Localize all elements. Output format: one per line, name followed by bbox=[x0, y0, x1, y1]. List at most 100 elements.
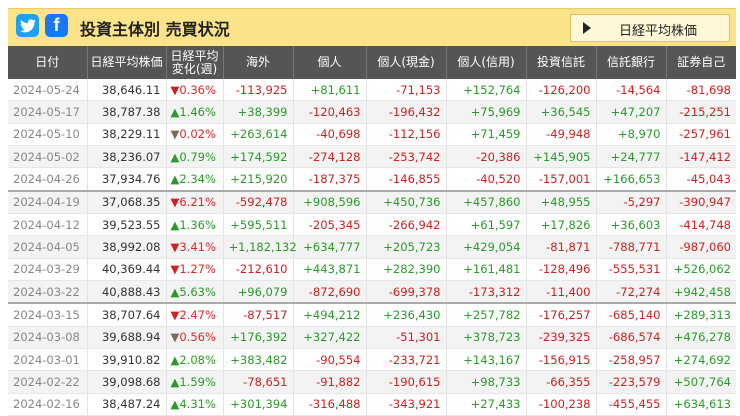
table-row: 2024-03-0839,688.940.56%+176,392+327,422… bbox=[8, 326, 736, 350]
value-cell: +289,313 bbox=[666, 303, 736, 327]
nikkei-index-button-label: 日経平均株価 bbox=[619, 24, 698, 39]
weekly-change-cell: 0.02% bbox=[166, 123, 224, 147]
value-cell: +257,782 bbox=[446, 303, 527, 327]
weekly-change-cell: 2.34% bbox=[166, 167, 224, 192]
date-cell: 2024-05-02 bbox=[8, 145, 88, 169]
value-cell: +595,511 bbox=[223, 213, 294, 237]
value-cell: +634,777 bbox=[293, 235, 367, 259]
weekly-change-cell: 0.36% bbox=[166, 79, 224, 102]
value-cell: +161,481 bbox=[446, 258, 527, 282]
value-cell: +327,422 bbox=[293, 326, 367, 350]
value-cell: +75,969 bbox=[446, 100, 527, 124]
nikkei-cell: 38,229.11 bbox=[87, 123, 167, 147]
table-row: 2024-04-1937,068.356.21%-592,478+908,596… bbox=[8, 190, 736, 215]
value-cell: +450,736 bbox=[366, 190, 447, 215]
table-body: 2024-05-2438,646.110.36%-113,925+81,611-… bbox=[8, 79, 736, 416]
value-cell: -258,957 bbox=[596, 348, 667, 372]
facebook-icon[interactable]: f bbox=[45, 14, 68, 37]
nikkei-cell: 40,888.43 bbox=[87, 280, 167, 305]
value-cell: +152,764 bbox=[446, 79, 527, 102]
value-cell: -49,948 bbox=[526, 123, 597, 147]
column-header-1: 日経平均株価 bbox=[87, 46, 167, 79]
weekly-change-cell: 1.27% bbox=[166, 258, 224, 282]
value-cell: -128,496 bbox=[526, 258, 597, 282]
value-cell: -71,153 bbox=[366, 79, 447, 102]
table-row: 2024-04-1239,523.551.36%+595,511-205,345… bbox=[8, 213, 736, 237]
value-cell: -78,651 bbox=[223, 370, 294, 394]
value-cell: -81,871 bbox=[526, 235, 597, 259]
value-cell: -343,921 bbox=[366, 393, 447, 416]
value-cell: -66,355 bbox=[526, 370, 597, 394]
value-cell: -266,942 bbox=[366, 213, 447, 237]
value-cell: +429,054 bbox=[446, 235, 527, 259]
column-header-6: 個人(信用) bbox=[446, 46, 527, 79]
up-triangle-icon bbox=[171, 397, 180, 411]
weekly-change-cell: 3.41% bbox=[166, 235, 224, 259]
play-arrow-icon bbox=[583, 22, 591, 34]
value-cell: +36,603 bbox=[596, 213, 667, 237]
up-triangle-icon bbox=[171, 353, 180, 367]
down-triangle-icon bbox=[171, 330, 180, 344]
nikkei-cell: 38,487.24 bbox=[87, 393, 167, 416]
column-header-7: 投資信託 bbox=[526, 46, 597, 79]
column-header-0: 日付 bbox=[8, 46, 88, 79]
nikkei-cell: 39,098.68 bbox=[87, 370, 167, 394]
value-cell: -87,517 bbox=[223, 303, 294, 327]
value-cell: -196,432 bbox=[366, 100, 447, 124]
date-cell: 2024-03-08 bbox=[8, 326, 88, 350]
value-cell: +145,905 bbox=[526, 145, 597, 169]
date-cell: 2024-04-26 bbox=[8, 167, 88, 192]
value-cell: -223,579 bbox=[596, 370, 667, 394]
value-cell: -113,925 bbox=[223, 79, 294, 102]
date-cell: 2024-05-17 bbox=[8, 100, 88, 124]
value-cell: -147,412 bbox=[666, 145, 736, 169]
value-cell: -90,554 bbox=[293, 348, 367, 372]
date-cell: 2024-02-22 bbox=[8, 370, 88, 394]
value-cell: +166,653 bbox=[596, 167, 667, 192]
weekly-change-cell: 2.47% bbox=[166, 303, 224, 327]
nikkei-cell: 38,787.38 bbox=[87, 100, 167, 124]
value-cell: -112,156 bbox=[366, 123, 447, 147]
weekly-change-cell: 5.63% bbox=[166, 280, 224, 305]
value-cell: +96,079 bbox=[223, 280, 294, 305]
value-cell: -20,386 bbox=[446, 145, 527, 169]
column-header-9: 証券自己 bbox=[666, 46, 736, 79]
value-cell: -190,615 bbox=[366, 370, 447, 394]
date-cell: 2024-02-16 bbox=[8, 393, 88, 416]
value-cell: +908,596 bbox=[293, 190, 367, 215]
value-cell: -253,742 bbox=[366, 145, 447, 169]
date-cell: 2024-04-19 bbox=[8, 190, 88, 215]
value-cell: +38,399 bbox=[223, 100, 294, 124]
date-cell: 2024-05-24 bbox=[8, 79, 88, 102]
value-cell: +205,723 bbox=[366, 235, 447, 259]
weekly-change-cell: 4.31% bbox=[166, 393, 224, 416]
value-cell: +1,182,132 bbox=[223, 235, 297, 259]
column-header-8: 信託銀行 bbox=[596, 46, 667, 79]
table-row: 2024-03-2240,888.435.63%+96,079-872,690-… bbox=[8, 280, 736, 305]
value-cell: +634,613 bbox=[666, 393, 736, 416]
table-row: 2024-02-2239,098.681.59%-78,651-91,882-1… bbox=[8, 370, 736, 394]
value-cell: +36,545 bbox=[526, 100, 597, 124]
value-cell: +942,458 bbox=[666, 280, 736, 305]
twitter-icon[interactable] bbox=[16, 14, 39, 37]
table-row: 2024-04-2637,934.762.34%+215,920-187,375… bbox=[8, 167, 736, 192]
nikkei-cell: 39,688.94 bbox=[87, 326, 167, 350]
value-cell: -40,698 bbox=[293, 123, 367, 147]
value-cell: -14,564 bbox=[596, 79, 667, 102]
up-triangle-icon bbox=[171, 105, 180, 119]
value-cell: -156,915 bbox=[526, 348, 597, 372]
value-cell: -872,690 bbox=[293, 280, 367, 305]
value-cell: +263,614 bbox=[223, 123, 294, 147]
down-triangle-icon bbox=[171, 83, 180, 97]
value-cell: +383,482 bbox=[223, 348, 294, 372]
value-cell: -173,312 bbox=[446, 280, 527, 305]
value-cell: -316,488 bbox=[293, 393, 367, 416]
value-cell: -11,400 bbox=[526, 280, 597, 305]
value-cell: +47,207 bbox=[596, 100, 667, 124]
value-cell: -555,531 bbox=[596, 258, 667, 282]
nikkei-index-button[interactable]: 日経平均株価 bbox=[570, 14, 730, 42]
weekly-change-cell: 1.46% bbox=[166, 100, 224, 124]
nikkei-cell: 39,523.55 bbox=[87, 213, 167, 237]
value-cell: +215,920 bbox=[223, 167, 294, 192]
